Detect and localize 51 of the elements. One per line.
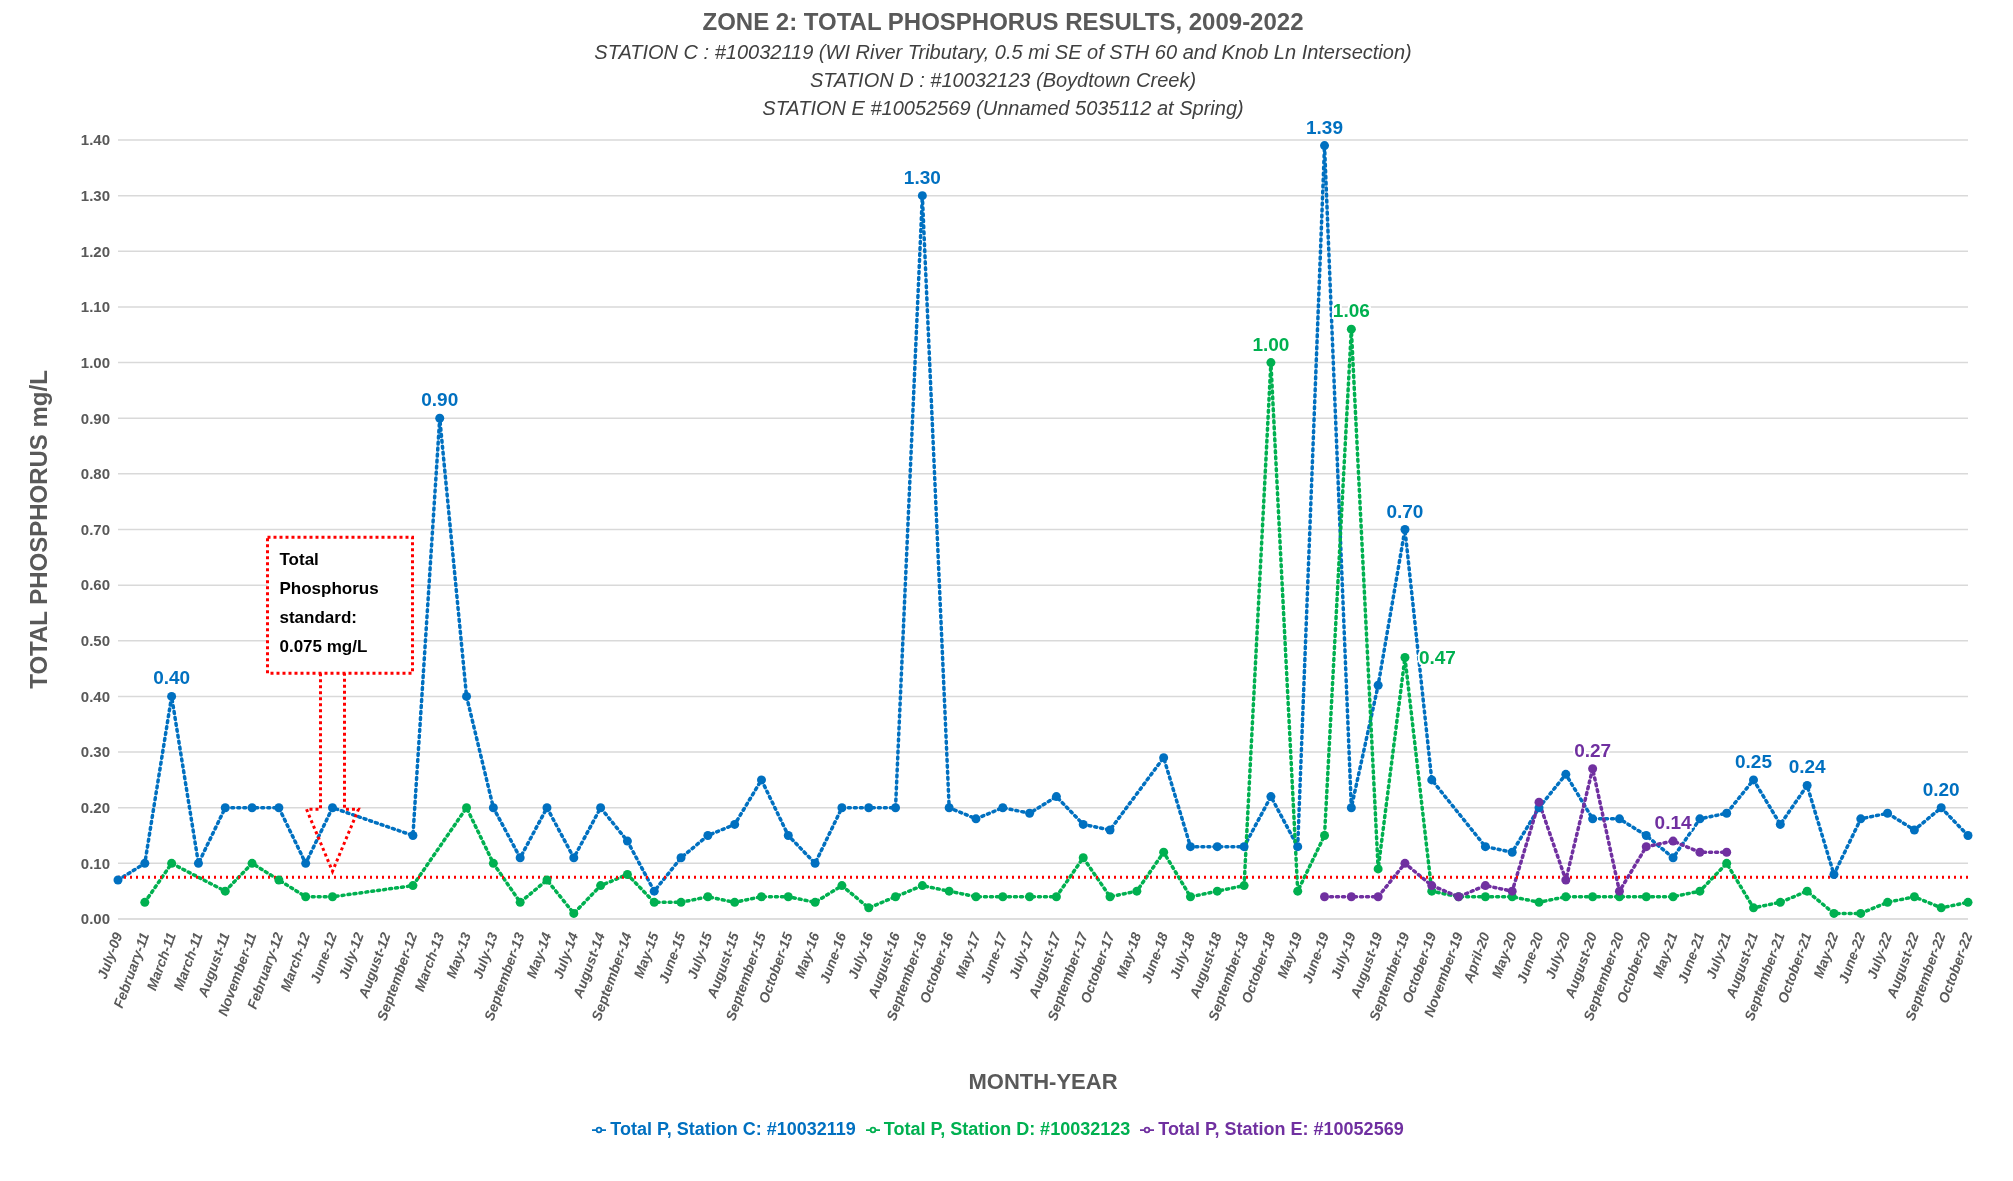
chart-title: ZONE 2: TOTAL PHOSPHORUS RESULTS, 2009-2022 <box>701 8 1305 36</box>
y-tick-label: 0.70 <box>80 520 110 538</box>
y-tick-label: 0.60 <box>80 576 110 594</box>
data-label: 0.20 <box>1922 778 1960 800</box>
data-label: 0.27 <box>1574 739 1612 761</box>
y-tick-label: 1.30 <box>80 186 110 204</box>
data-label: 1.00 <box>1252 333 1290 355</box>
y-tick-label: 0.10 <box>80 854 110 872</box>
point <box>1695 847 1705 857</box>
point <box>1641 842 1651 852</box>
point <box>1346 892 1356 902</box>
point <box>1427 881 1437 891</box>
y-tick-label: 0.40 <box>80 687 110 705</box>
data-label: 0.90 <box>421 389 459 411</box>
data-label: 0.47 <box>1418 647 1456 669</box>
point <box>1534 797 1544 807</box>
point <box>1373 892 1383 902</box>
y-tick-label: 0.30 <box>80 743 110 761</box>
point <box>1480 881 1490 891</box>
legend-label: Total P, Station E: #10052569 <box>1158 1119 1404 1139</box>
data-label: 0.70 <box>1386 500 1424 522</box>
y-axis-title: TOTAL PHOSPHORUS mg/L <box>24 370 52 689</box>
chart-subtitle: STATION C : #10032119 (WI River Tributary, 0.5 mi SE of STH 60 and Knob Ln Intersection) STATION D : #10032123 (Boydtown Creek) STATION E #10052569 (Unnamed 5035112 at Spring) <box>593 41 1413 119</box>
y-tick-label: 0.50 <box>80 632 110 650</box>
y-tick-label: 1.20 <box>80 242 110 260</box>
point <box>1561 875 1571 885</box>
y-tick-label: 1.40 <box>80 131 110 149</box>
annotation: Total Phosphorus standard: 0.075 mg/L <box>279 550 379 657</box>
x-axis-title: MONTH-YEAR <box>968 1069 1118 1094</box>
y-tick-label: 0.90 <box>80 409 110 427</box>
data-label: 0.24 <box>1788 756 1827 778</box>
y-tick-label: 1.00 <box>80 353 110 371</box>
data-label: 0.25 <box>1735 750 1773 772</box>
point <box>1722 847 1732 857</box>
data-label: 1.39 <box>1306 116 1344 138</box>
y-tick-label: 1.10 <box>80 298 110 316</box>
point <box>1668 836 1678 846</box>
data-label: 1.30 <box>903 166 941 188</box>
legend-label: Total P, Station D: #10032123 <box>883 1119 1131 1139</box>
point <box>1320 892 1330 902</box>
y-tick-label: 0.00 <box>80 910 110 928</box>
point <box>1588 764 1598 774</box>
point <box>1400 858 1410 868</box>
data-label: 0.14 <box>1654 812 1692 834</box>
y-tick-label: 0.80 <box>80 465 110 483</box>
point <box>1507 886 1517 896</box>
data-label: 1.06 <box>1332 300 1370 322</box>
y-tick-label: 0.20 <box>80 799 110 817</box>
point <box>1614 886 1624 896</box>
data-label: 0.40 <box>153 667 191 689</box>
legend-label: Total P, Station C: #10032119 <box>610 1119 856 1139</box>
